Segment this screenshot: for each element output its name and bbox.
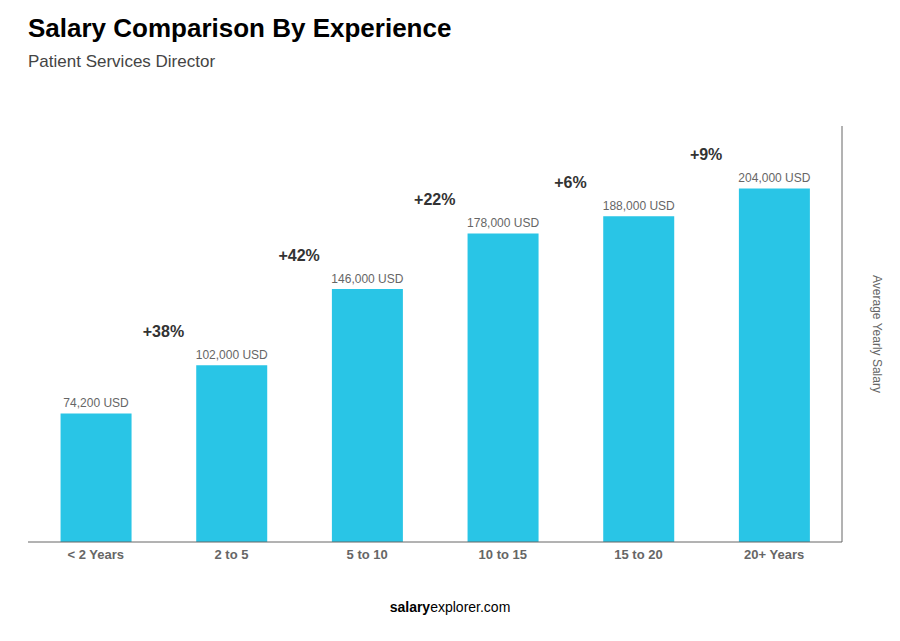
svg-text:146,000 USD: 146,000 USD bbox=[331, 272, 403, 286]
svg-text:188,000 USD: 188,000 USD bbox=[603, 199, 675, 213]
html-text:Salary Comparison By Experienc: Salary Comparison By Experience bbox=[28, 13, 452, 43]
svg-text:+9%: +9% bbox=[690, 146, 722, 163]
svg-text:74,200 USD: 74,200 USD bbox=[63, 396, 129, 410]
svg-text:102,000 USD: 102,000 USD bbox=[196, 348, 268, 362]
svg-text:10 to 15: 10 to 15 bbox=[479, 547, 527, 562]
svg-text:< 2 Years: < 2 Years bbox=[68, 547, 125, 562]
svg-text:+42%: +42% bbox=[278, 247, 319, 264]
svg-text:+22%: +22% bbox=[414, 191, 455, 208]
svg-text:15 to 20: 15 to 20 bbox=[614, 547, 662, 562]
svg-text:+6%: +6% bbox=[554, 174, 586, 191]
svg-text:204,000 USD: 204,000 USD bbox=[738, 171, 810, 185]
svg-text:2 to 5: 2 to 5 bbox=[215, 547, 249, 562]
svg-text:5 to 10: 5 to 10 bbox=[347, 547, 388, 562]
svg-text:+38%: +38% bbox=[143, 323, 184, 340]
html-text:salary explorer.com: salary explorer.com bbox=[389, 599, 511, 615]
svg-text:178,000 USD: 178,000 USD bbox=[467, 216, 539, 230]
html-text:Patient Services Director: Patient Services Director bbox=[28, 52, 216, 71]
svg-text:Average Yearly Salary: Average Yearly Salary bbox=[870, 275, 884, 393]
svg-text:20+ Years: 20+ Years bbox=[744, 547, 804, 562]
